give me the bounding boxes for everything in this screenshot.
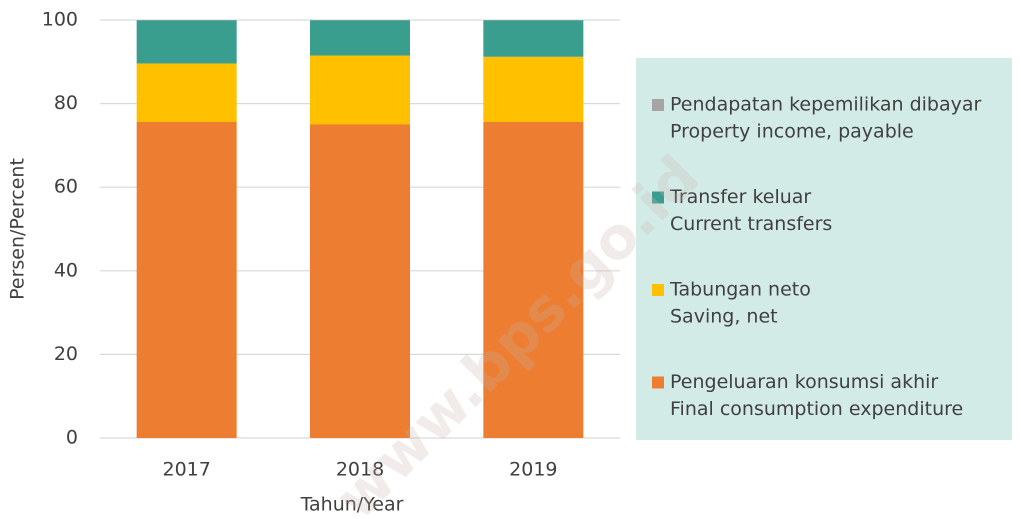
legend-label: Transfer keluar: [669, 186, 811, 208]
bar-segment: [136, 121, 237, 438]
legend-swatch: [652, 99, 664, 111]
legend-label: Tabungan neto: [669, 279, 811, 301]
y-axis-title: Persen/Percent: [7, 158, 29, 300]
legend-swatch: [652, 284, 664, 296]
legend-box: [636, 58, 1012, 440]
y-tick-label: 0: [66, 427, 78, 449]
y-tick-label: 80: [54, 92, 78, 114]
x-tick-label: 2019: [509, 459, 557, 481]
legend-label: Pengeluaran konsumsi akhir: [670, 371, 938, 393]
y-tick-label: 100: [42, 9, 78, 31]
legend-label: Saving, net: [670, 306, 778, 328]
legend-label: Current transfers: [670, 213, 832, 235]
bar-segment: [136, 20, 237, 64]
bar-segment: [136, 63, 237, 122]
y-tick-label: 40: [54, 259, 78, 281]
bar-segment: [483, 56, 584, 122]
y-tick-label: 20: [54, 343, 78, 365]
y-tick-label: 60: [54, 176, 78, 198]
bar-segment: [310, 55, 410, 125]
legend-label: Pendapatan kepemilikan dibayar: [670, 94, 982, 116]
x-tick-label: 2017: [162, 459, 210, 481]
bar-segment: [310, 20, 410, 56]
legend-label: Property income, payable: [670, 121, 914, 143]
legend-swatch: [652, 376, 664, 389]
x-axis-title: Tahun/Year: [300, 494, 404, 516]
bar-segment: [483, 121, 584, 438]
legend-label: Final consumption expenditure: [670, 398, 963, 420]
legend-swatch: [652, 191, 664, 204]
bar-segment: [483, 20, 584, 57]
bar-segment: [310, 124, 410, 438]
x-tick-label: 2018: [336, 459, 384, 481]
